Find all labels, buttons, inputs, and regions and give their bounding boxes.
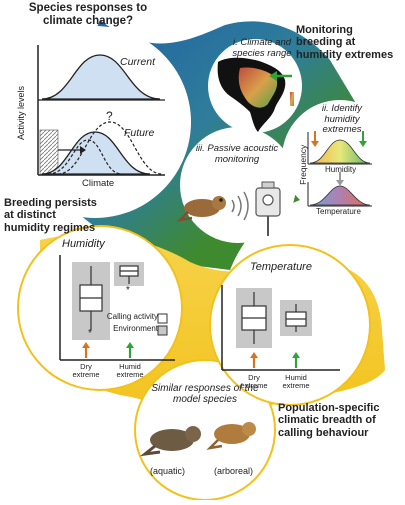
shift-arrowhead — [80, 146, 86, 154]
map-arrowhead — [269, 71, 277, 81]
tree-frog-head — [212, 196, 226, 210]
temperature-boxplot — [221, 285, 340, 371]
temperature-arrowhead — [336, 180, 344, 186]
response-chart — [37, 45, 165, 176]
legend-environment-swatch — [157, 325, 168, 336]
temperature-axis-label: Temperature — [316, 207, 361, 216]
future-curve-dashed-2 — [47, 139, 123, 175]
aquatic-frog-body — [150, 429, 194, 451]
range-map — [217, 57, 294, 132]
step3-label: iii. Passive acoustic monitoring — [195, 143, 279, 165]
step2-label: ii. Identify humidity extremes — [321, 103, 363, 136]
temp-dry-arrowhead — [250, 352, 258, 358]
response-xlabel: Climate — [82, 178, 115, 189]
extremes-chart — [307, 131, 372, 207]
acoustic-scene — [176, 181, 281, 236]
sound-wave-1 — [231, 199, 235, 213]
model-species-title: Similar responses of the model species — [151, 383, 259, 406]
aquatic-frog-leg — [139, 444, 161, 457]
humidity-boxplot — [59, 255, 175, 361]
dry-extreme-arrowhead — [82, 342, 90, 348]
aquatic-frog-head — [185, 426, 201, 442]
frequency-label: Frequency — [298, 144, 309, 185]
title-question: Species responses to climate change? — [28, 2, 148, 27]
sound-wave-3 — [243, 191, 249, 221]
population-title: Population-specific climatic breadth of … — [278, 402, 380, 439]
current-curve — [41, 54, 161, 100]
response-ylabel: Activity levels — [15, 86, 26, 141]
temp-humid-arrowhead — [292, 352, 300, 358]
legend-environment-label: Environment — [113, 324, 158, 333]
recorder-top — [261, 181, 275, 189]
humid-extreme-arrowhead-top — [359, 141, 367, 147]
recorder-microphone — [262, 194, 274, 206]
future-curve-main — [41, 131, 151, 175]
tree-frog-leg — [176, 211, 193, 222]
temperature-x-dry: Dry extreme — [240, 373, 268, 391]
current-label: Current — [120, 56, 156, 68]
step1-label: i. Climate and species range — [232, 37, 292, 59]
map-legend-bar — [290, 92, 294, 106]
humidity-x-dry: Dry extreme — [72, 362, 100, 380]
legend-calling-swatch — [157, 313, 168, 324]
humid-extreme-arrowhead — [126, 342, 134, 348]
future-curve-dashed-1 — [57, 121, 163, 175]
humidity-star-dry: * — [88, 328, 92, 339]
arboreal-frog-body — [214, 424, 250, 444]
temperature-x-humid: Humid extreme — [282, 373, 310, 391]
arboreal-label: (arboreal) — [214, 466, 254, 476]
arboreal-frog-head — [242, 422, 256, 436]
species-range-overlay — [238, 67, 278, 108]
arboreal-frog-leg — [206, 439, 223, 450]
humidity-x-humid: Humid extreme — [116, 362, 144, 380]
tree-frog-eye — [219, 198, 223, 202]
question-mark: ? — [106, 109, 113, 123]
aquatic-label: (aquatic) — [150, 466, 186, 476]
monitoring-title: Monitoring breeding at humidity extremes — [296, 24, 394, 61]
breeding-title: Breeding persists at distinct humidity r… — [4, 197, 97, 234]
humidity-panel-title: Humidity — [62, 238, 105, 250]
temperature-distribution — [309, 185, 371, 206]
humidity-distribution — [309, 139, 371, 164]
tree-frog-body — [184, 199, 220, 217]
temperature-panel-title: Temperature — [250, 261, 312, 273]
dry-extreme-arrowhead-top — [311, 141, 319, 147]
future-label: Future — [124, 127, 155, 139]
humidity-axis-label: Humidity — [325, 165, 357, 174]
model-species-frogs — [139, 422, 256, 457]
humidity-star-humid: * — [126, 285, 130, 296]
sound-wave-2 — [237, 195, 242, 217]
legend-calling-label: Calling activity — [106, 312, 158, 321]
hatched-limit-zone — [39, 129, 59, 175]
